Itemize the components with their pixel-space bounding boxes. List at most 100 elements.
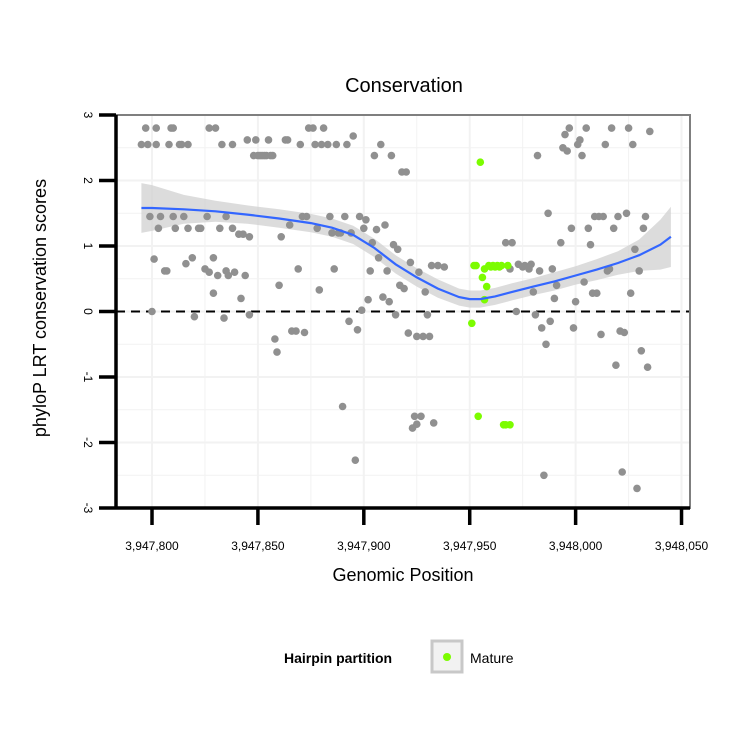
- mature-point-0: [468, 319, 476, 328]
- other-point-127: [417, 412, 425, 421]
- other-point-188: [622, 209, 631, 218]
- other-point-58: [264, 136, 273, 144]
- mature-point-17: [506, 421, 514, 429]
- other-point-106: [374, 253, 383, 262]
- smooth-trend-line: [141, 206, 672, 301]
- other-point-66: [283, 136, 292, 144]
- other-point-90: [341, 212, 349, 221]
- other-point-160: [563, 147, 571, 155]
- other-point-135: [440, 263, 449, 271]
- other-point-108: [379, 293, 387, 301]
- other-point-198: [643, 363, 652, 372]
- other-point-78: [313, 224, 322, 233]
- other-point-120: [404, 329, 413, 337]
- other-point-94: [349, 132, 358, 140]
- other-point-2: [144, 140, 152, 149]
- other-point-85: [330, 265, 339, 273]
- other-point-18: [177, 140, 186, 149]
- other-point-183: [612, 361, 620, 370]
- other-point-46: [239, 230, 247, 238]
- other-point-24: [190, 312, 199, 321]
- other-point-169: [582, 124, 590, 132]
- other-point-21: [184, 140, 192, 149]
- other-point-70: [294, 265, 303, 273]
- y-tick-label-4: 1: [81, 243, 95, 250]
- legend-key-mature-dot: [443, 653, 451, 661]
- other-point-79: [315, 286, 324, 294]
- other-point-105: [372, 225, 381, 234]
- other-point-41: [228, 140, 237, 149]
- chart-title: Conservation: [345, 75, 463, 97]
- legend: Hairpin partition Mature: [284, 639, 514, 674]
- other-point-92: [345, 317, 353, 326]
- mature-point-16: [504, 261, 512, 270]
- other-point-147: [533, 151, 542, 160]
- other-point-157: [557, 238, 565, 247]
- other-point-114: [391, 311, 400, 319]
- other-point-191: [629, 140, 637, 149]
- smooth-line: [141, 206, 672, 301]
- mature-point-13: [497, 261, 506, 270]
- mature-point-19: [470, 261, 478, 270]
- other-point-186: [618, 468, 626, 476]
- other-point-35: [216, 224, 224, 233]
- other-point-118: [400, 284, 408, 293]
- other-point-96: [353, 326, 362, 334]
- other-point-102: [366, 267, 375, 275]
- x-tick-label-5: 3,948,050: [655, 539, 709, 553]
- other-point-171: [586, 240, 595, 249]
- other-point-64: [277, 233, 286, 241]
- other-point-187: [620, 328, 629, 337]
- y-tick-label-3: 0: [81, 308, 95, 315]
- confidence-band-area: [141, 183, 671, 308]
- other-point-22: [184, 224, 192, 233]
- other-point-7: [152, 140, 160, 149]
- other-point-36: [218, 140, 226, 149]
- other-point-152: [544, 209, 552, 218]
- x-axis-label: Genomic Position: [332, 565, 473, 585]
- other-point-63: [275, 281, 283, 290]
- other-point-42: [228, 224, 237, 233]
- other-point-95: [351, 456, 360, 465]
- other-point-62: [273, 348, 281, 356]
- other-point-138: [508, 238, 516, 247]
- x-tick-label-1: 3,947,850: [231, 539, 285, 553]
- other-point-3: [146, 212, 154, 221]
- other-point-39: [222, 212, 230, 221]
- other-point-67: [285, 221, 294, 229]
- y-axis: -3 -2 -1 0 1 2 3: [81, 112, 118, 514]
- mature-point-6: [482, 282, 491, 291]
- other-point-60: [268, 151, 277, 160]
- other-point-89: [338, 402, 347, 411]
- mature-point-2: [474, 412, 483, 421]
- other-point-182: [609, 224, 618, 233]
- other-point-71: [296, 140, 305, 149]
- other-point-161: [565, 124, 574, 132]
- other-point-148: [535, 267, 544, 275]
- other-point-110: [383, 267, 391, 275]
- other-point-154: [548, 265, 557, 273]
- other-point-101: [364, 295, 372, 304]
- other-point-184: [614, 212, 622, 221]
- x-tick-label-4: 3,948,000: [549, 539, 603, 553]
- other-point-1: [141, 124, 150, 132]
- other-point-9: [156, 212, 165, 221]
- other-point-52: [252, 136, 260, 144]
- other-point-131: [425, 332, 434, 341]
- other-point-178: [601, 140, 610, 149]
- other-point-119: [402, 168, 411, 176]
- other-point-26: [196, 224, 205, 233]
- other-point-109: [381, 221, 389, 229]
- other-point-192: [631, 245, 639, 254]
- other-point-82: [324, 140, 332, 149]
- other-point-196: [639, 224, 648, 233]
- other-point-8: [154, 224, 163, 233]
- other-point-149: [537, 324, 546, 332]
- other-point-194: [635, 267, 643, 275]
- other-point-34: [213, 271, 222, 280]
- other-point-83: [326, 212, 334, 221]
- other-point-151: [542, 340, 550, 349]
- x-tick-label-0: 3,947,800: [125, 539, 179, 553]
- legend-title: Hairpin partition: [284, 650, 392, 666]
